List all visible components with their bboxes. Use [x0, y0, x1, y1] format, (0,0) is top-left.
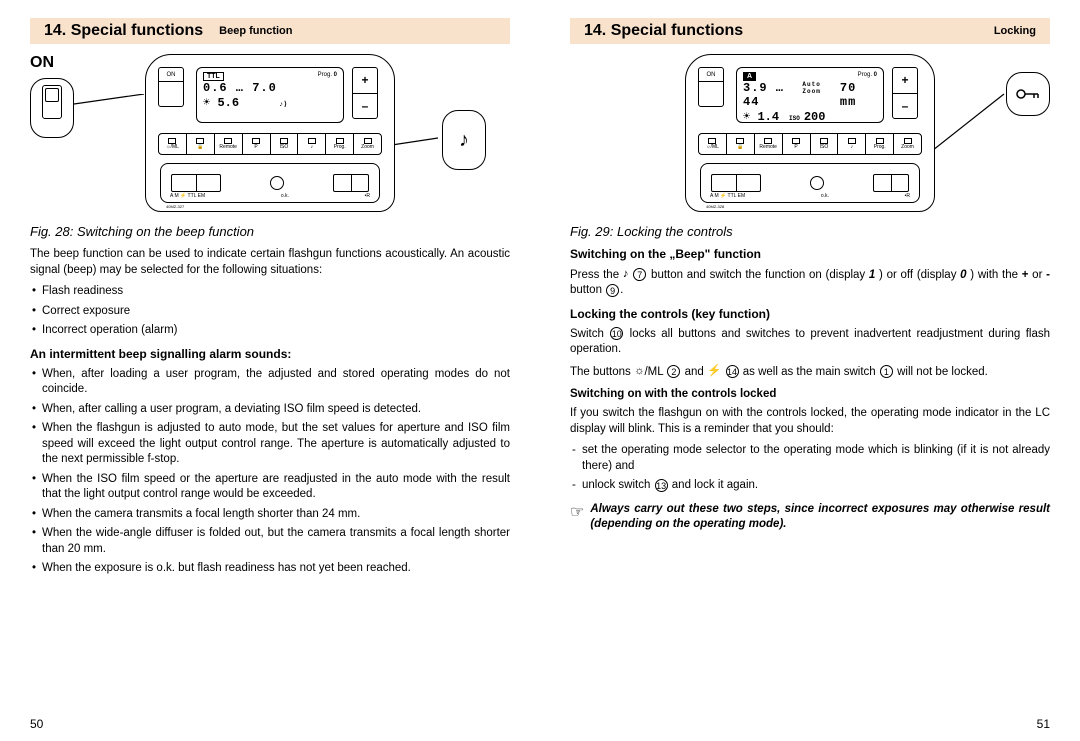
- list-item: Correct exposure: [32, 304, 510, 320]
- note-block: ☞ Always carry out these two steps, sinc…: [570, 502, 1050, 533]
- subhead-beep: Switching on the „Beep" function: [570, 247, 1050, 261]
- header-bar-right: 14. Special functions Locking: [570, 18, 1050, 44]
- sun-icon: ☼: [634, 364, 645, 380]
- subhead-lock: Locking the controls (key function): [570, 307, 1050, 321]
- device-bottom-labels: A M ⚡ TTL EM o.k. •R: [170, 193, 370, 199]
- fig-caption-left: Fig. 28: Switching on the beep function: [30, 224, 510, 239]
- section-label: Beep function: [219, 25, 292, 37]
- circled-10: 10: [610, 327, 623, 340]
- list-item: When the ISO film speed or the aperture …: [32, 472, 510, 503]
- list-item: When the exposure is o.k. but flash read…: [32, 561, 510, 577]
- device-on-switch: ON: [158, 67, 184, 107]
- page-right: 14. Special functions Locking ON A Prog.…: [540, 0, 1080, 741]
- note-text: Always carry out these two steps, since …: [590, 502, 1050, 533]
- diagram-right: ON A Prog. 0 3.9 … 44Auto Zoom70 mm ☀ 1.…: [570, 50, 1050, 220]
- circled-2: 2: [667, 365, 680, 378]
- page-left: 14. Special functions Beep function ON ♪…: [0, 0, 540, 741]
- callout-on-label: ON: [30, 54, 54, 72]
- page-number: 51: [1037, 717, 1050, 731]
- bolt-icon: ⚡: [707, 364, 721, 380]
- list-item: Incorrect operation (alarm): [32, 323, 510, 339]
- list-item: When the camera transmits a focal length…: [32, 507, 510, 523]
- header-bar-left: 14. Special functions Beep function: [30, 18, 510, 44]
- device-lcd: TTL Prog. 0 0.6 … 7.0 ☀ 5.6♪⟩: [196, 67, 344, 123]
- list-item: Flash readiness: [32, 284, 510, 300]
- subhead-switchon-locked: Switching on with the controls locked: [570, 388, 1050, 400]
- device-drawing: ON TTL Prog. 0 0.6 … 7.0 ☀ 5.6♪⟩ + – ☼/: [145, 54, 395, 212]
- device-on-switch: ON: [698, 67, 724, 107]
- steps-list: set the operating mode selector to the o…: [570, 443, 1050, 494]
- para-lock1: Switch 10 locks all buttons and switches…: [570, 327, 1050, 358]
- circled-7: 7: [633, 268, 646, 281]
- fig-caption-right: Fig. 29: Locking the controls: [570, 224, 1050, 239]
- callout-on-box: [30, 78, 74, 138]
- para-beep: Press the ♪ 7 button and switch the func…: [570, 267, 1050, 299]
- list-item: When the wide-angle diffuser is folded o…: [32, 526, 510, 557]
- device-bottom-labels: A M ⚡ TTL EM o.k. •R: [710, 193, 910, 199]
- circled-13: 13: [655, 479, 668, 492]
- list-item: set the operating mode selector to the o…: [572, 443, 1050, 474]
- circled-1: 1: [880, 365, 893, 378]
- para-switchon: If you switch the flashgun on with the c…: [570, 406, 1050, 437]
- device-plusminus: + –: [892, 67, 918, 119]
- section-label: Locking: [994, 25, 1036, 37]
- circled-9: 9: [606, 284, 619, 297]
- list-item: When, after loading a user program, the …: [32, 367, 510, 398]
- device-button-row: ☼/ML 🔒 Remote P ISO ♪ Prog. Zoom: [698, 133, 922, 155]
- callout-key-box: [1006, 72, 1050, 116]
- list-situations: Flash readiness Correct exposure Incorre…: [30, 284, 510, 339]
- subhead-alarm: An intermittent beep signalling alarm so…: [30, 347, 510, 361]
- hand-icon: ☞: [570, 502, 584, 533]
- circled-14: 14: [726, 365, 739, 378]
- chapter-title: 14. Special functions: [44, 22, 203, 40]
- list-alarm: When, after loading a user program, the …: [30, 367, 510, 577]
- beep-icon: ♪: [623, 267, 629, 283]
- page-number: 50: [30, 717, 43, 731]
- device-button-row: ☼/ML 🔒 Remote P ISO ♪ Prog. Zoom: [158, 133, 382, 155]
- device-plusminus: + –: [352, 67, 378, 119]
- list-item: When, after calling a user program, a de…: [32, 402, 510, 418]
- device-lcd: A Prog. 0 3.9 … 44Auto Zoom70 mm ☀ 1.4IS…: [736, 67, 884, 123]
- chapter-title: 14. Special functions: [584, 22, 743, 40]
- para-intro: The beep function can be used to indicat…: [30, 247, 510, 278]
- list-item: When the flashgun is adjusted to auto mo…: [32, 421, 510, 468]
- para-lock2: The buttons ☼/ML 2 and ⚡ 14 as well as t…: [570, 364, 1050, 380]
- diagram-left: ON ♪ ON TTL Prog. 0 0.6 … 7.0: [30, 50, 510, 220]
- device-drawing: ON A Prog. 0 3.9 … 44Auto Zoom70 mm ☀ 1.…: [685, 54, 935, 212]
- callout-beep-box: ♪: [442, 110, 486, 170]
- list-item: unlock switch 13 and lock it again.: [572, 478, 1050, 494]
